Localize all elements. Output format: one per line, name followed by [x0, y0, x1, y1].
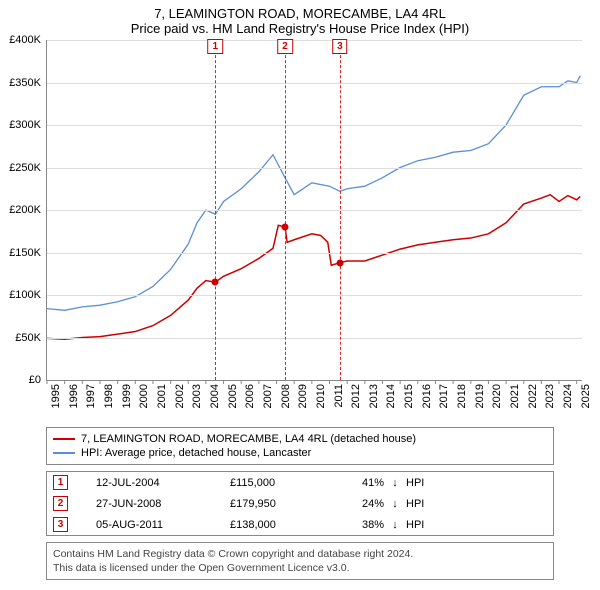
x-tick-label: 2022 [527, 384, 539, 408]
sale-hpi-label: HPI [406, 498, 547, 510]
y-tick-label: £150K [1, 247, 41, 259]
footer-line: This data is licensed under the Open Gov… [53, 561, 547, 575]
down-arrow-icon: ↓ [388, 477, 402, 489]
x-tick-label: 2010 [315, 384, 327, 408]
footer-line: Contains HM Land Registry data © Crown c… [53, 547, 547, 561]
chart-title: 7, LEAMINGTON ROAD, MORECAMBE, LA4 4RL [0, 0, 600, 21]
x-axis-labels: 1995 1996 1997 1998 1999 2000 2001 2002 2003 2004… [46, 381, 582, 423]
sale-date: 05-AUG-2011 [72, 519, 226, 531]
sale-marker-badge: 1 [207, 39, 223, 54]
x-tick-label: 2009 [297, 384, 309, 408]
footer-box: Contains HM Land Registry data © Crown c… [46, 542, 554, 580]
gridline [47, 338, 582, 339]
y-tick-label: £350K [1, 77, 41, 89]
x-tick-label: 2014 [385, 384, 397, 408]
sale-marker-badge: 3 [332, 39, 348, 54]
sale-data-point [282, 224, 289, 231]
legend-box: 7, LEAMINGTON ROAD, MORECAMBE, LA4 4RL (… [46, 427, 554, 465]
y-tick-label: £50K [1, 332, 41, 344]
x-tick-label: 2012 [350, 384, 362, 408]
sale-date: 27-JUN-2008 [72, 498, 226, 510]
y-tick-label: £250K [1, 162, 41, 174]
gridline [47, 83, 582, 84]
gridline [47, 40, 582, 41]
sale-hpi-label: HPI [406, 477, 547, 489]
sale-pct: 38% [334, 519, 384, 531]
sale-marker-line [340, 40, 341, 380]
gridline [47, 295, 582, 296]
sale-date: 12-JUL-2004 [72, 477, 226, 489]
legend-row: HPI: Average price, detached house, Lanc… [53, 446, 547, 460]
legend-label: 7, LEAMINGTON ROAD, MORECAMBE, LA4 4RL (… [81, 433, 416, 445]
gridline [47, 210, 582, 211]
x-tick-label: 2006 [244, 384, 256, 408]
x-tick-label: 2016 [421, 384, 433, 408]
sale-data-point [212, 279, 219, 286]
x-tick-label: 2007 [262, 384, 274, 408]
x-tick-label: 2001 [156, 384, 168, 408]
x-tick-label: 1995 [50, 384, 62, 408]
y-tick-label: £300K [1, 119, 41, 131]
legend-label: HPI: Average price, detached house, Lanc… [81, 447, 311, 459]
x-tick-label: 1998 [103, 384, 115, 408]
plot-area: £0£50K£100K£150K£200K£250K£300K£350K£400… [46, 40, 582, 381]
sale-row: 2 27-JUN-2008 £179,950 24% ↓ HPI [47, 493, 553, 514]
y-tick-label: £100K [1, 289, 41, 301]
sale-price: £115,000 [230, 477, 330, 489]
sale-number-badge: 3 [53, 517, 68, 532]
x-tick-label: 2000 [138, 384, 150, 408]
x-tick-label: 2019 [474, 384, 486, 408]
legend-swatch [53, 438, 75, 440]
legend-swatch [53, 452, 75, 454]
series-line-hpi [47, 76, 580, 311]
sales-table: 1 12-JUL-2004 £115,000 41% ↓ HPI 2 27-JUN-2008 £… [46, 471, 554, 536]
x-tick-label: 1999 [121, 384, 133, 408]
x-tick-label: 2005 [227, 384, 239, 408]
gridline [47, 168, 582, 169]
x-tick-label: 2021 [509, 384, 521, 408]
sale-row: 3 05-AUG-2011 £138,000 38% ↓ HPI [47, 514, 553, 535]
sale-pct: 41% [334, 477, 384, 489]
x-tick-label: 2023 [544, 384, 556, 408]
x-tick-label: 2002 [174, 384, 186, 408]
y-tick-label: £400K [1, 34, 41, 46]
sale-row: 1 12-JUL-2004 £115,000 41% ↓ HPI [47, 472, 553, 493]
x-tick-label: 2024 [562, 384, 574, 408]
x-tick-label: 1996 [68, 384, 80, 408]
sale-hpi-label: HPI [406, 519, 547, 531]
sale-pct: 24% [334, 498, 384, 510]
x-tick-label: 2013 [368, 384, 380, 408]
sale-price: £179,950 [230, 498, 330, 510]
series-line-property [47, 195, 580, 340]
x-tick-label: 2020 [491, 384, 503, 408]
legend-row: 7, LEAMINGTON ROAD, MORECAMBE, LA4 4RL (… [53, 432, 547, 446]
down-arrow-icon: ↓ [388, 519, 402, 531]
sale-marker-line [215, 40, 216, 380]
y-tick-label: £200K [1, 204, 41, 216]
x-tick-label: 2008 [280, 384, 292, 408]
y-tick-label: £0 [1, 374, 41, 386]
x-tick-label: 1997 [85, 384, 97, 408]
x-tick-label: 2011 [333, 384, 345, 408]
sale-marker-line [285, 40, 286, 380]
x-tick-label: 2003 [191, 384, 203, 408]
x-tick-label: 2017 [438, 384, 450, 408]
gridline [47, 253, 582, 254]
x-tick-label: 2025 [580, 384, 592, 408]
gridline [47, 125, 582, 126]
sale-price: £138,000 [230, 519, 330, 531]
sale-number-badge: 1 [53, 475, 68, 490]
x-tick-label: 2015 [403, 384, 415, 408]
down-arrow-icon: ↓ [388, 498, 402, 510]
chart-container: 7, LEAMINGTON ROAD, MORECAMBE, LA4 4RL P… [0, 0, 600, 590]
chart-subtitle: Price paid vs. HM Land Registry's House … [0, 21, 600, 40]
sale-data-point [336, 259, 343, 266]
sale-marker-badge: 2 [277, 39, 293, 54]
x-tick-label: 2018 [456, 384, 468, 408]
x-tick-label: 2004 [209, 384, 221, 408]
sale-number-badge: 2 [53, 496, 68, 511]
